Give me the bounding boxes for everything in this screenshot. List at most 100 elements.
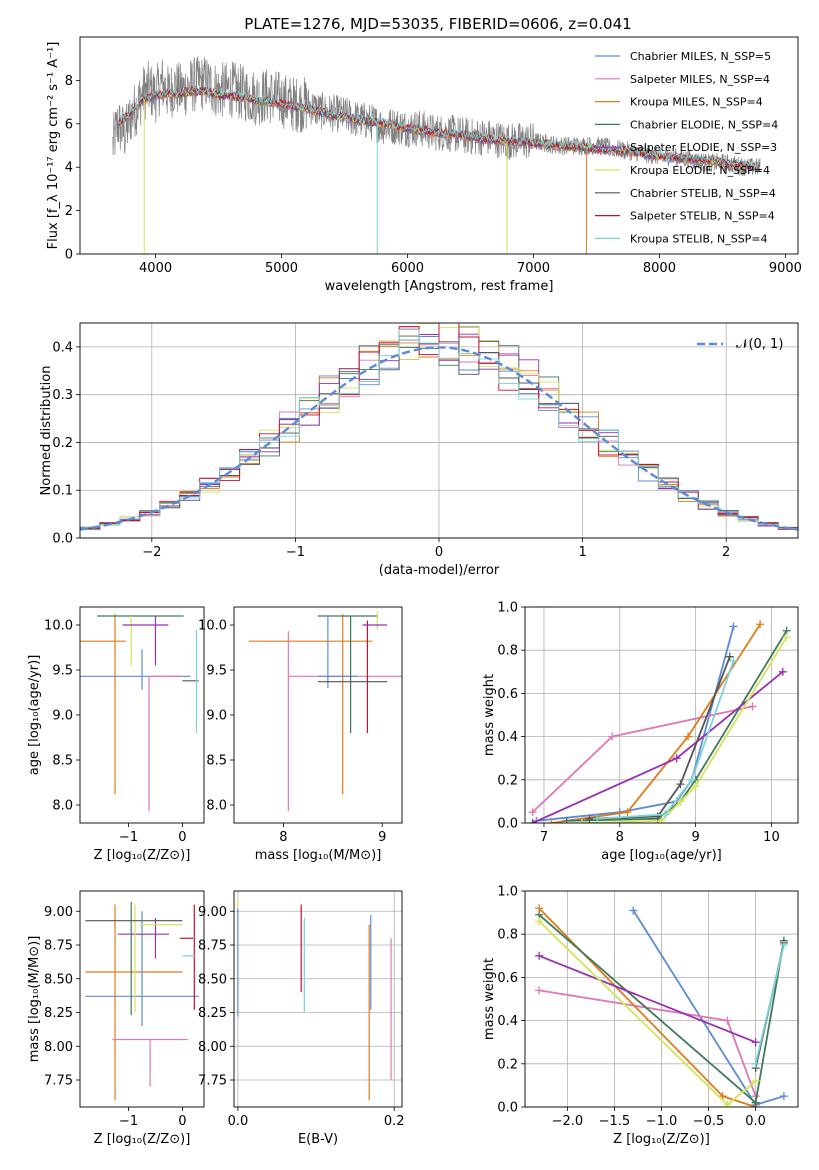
axes-frame [233, 890, 403, 1108]
y-tick-label: 0.4 [52, 340, 73, 355]
y-tick-label: 9.5 [52, 664, 73, 679]
x-tick-label: 0.0 [745, 1114, 766, 1129]
x-axis-label: Z [log₁₀(Z/Z⊙)] [613, 1132, 710, 1147]
legend-label: Salpeter MILES, N_SSP=4 [630, 73, 770, 86]
y-axis-label: mass weight [482, 674, 497, 756]
x-axis-label: E(B-V) [298, 1132, 338, 1147]
x-tick-label: 9 [691, 830, 699, 845]
x-tick-label: −0.5 [693, 1114, 725, 1129]
y-tick-label: 0.0 [497, 817, 518, 832]
y-tick-label: 8.0 [52, 799, 73, 814]
x-tick-label: 8 [616, 830, 624, 845]
y-tick-label: 0.6 [497, 971, 518, 986]
y-tick-label: 0.8 [497, 928, 518, 943]
plot-area [85, 901, 199, 1101]
x-tick-label: 0 [435, 545, 443, 560]
y-tick-label: 8.50 [44, 972, 73, 987]
weight-line [538, 954, 756, 1044]
x-axis-label: Z [log₁₀(Z/Z⊙)] [94, 1132, 191, 1147]
gaussian-curve [80, 346, 798, 531]
plot-area [112, 55, 761, 254]
y-tick-label: 0.6 [497, 687, 518, 702]
y-tick-label: 2 [65, 204, 73, 219]
axes-frame [79, 36, 799, 255]
y-tick-label: 0.2 [497, 1057, 518, 1072]
weight-marker [585, 814, 594, 823]
x-tick-label: 1 [578, 545, 586, 560]
y-tick-label: 0.8 [497, 644, 518, 659]
y-tick-label: 8.0 [206, 799, 227, 814]
y-tick-label: 7.75 [198, 1074, 227, 1089]
y-tick-label: 4 [65, 161, 73, 176]
weight-marker [629, 906, 638, 915]
y-tick-label: 8.75 [44, 939, 73, 954]
weight-marker [672, 754, 681, 763]
weight-line [596, 660, 735, 820]
y-axis-label: Normed distribution [39, 366, 54, 496]
weight-marker [729, 622, 738, 631]
y-tick-label: 8.25 [198, 1006, 227, 1021]
chart-massweight-vs-z: −2.0 −1.5 −1.0 −0.5 0.0 0.0 0.2 0.4 0.6 0.8 1.0 Z [… [482, 885, 799, 1147]
weight-marker [528, 819, 537, 823]
weight-marker [593, 814, 602, 823]
legend-label: Kroupa STELIB, N_SSP=4 [630, 232, 768, 245]
plot-area [248, 611, 402, 812]
legend-label: Chabrier ELODIE, N_SSP=4 [630, 118, 778, 131]
y-tick-label: 8.00 [44, 1040, 73, 1055]
axes-frame [524, 606, 799, 824]
legend-label: Kroupa MILES, N_SSP=4 [630, 96, 763, 109]
legend-label: Chabrier STELIB, N_SSP=4 [630, 187, 776, 200]
x-tick-label: −2 [142, 545, 161, 560]
x-axis-label: age [log₁₀(age/yr)] [601, 848, 722, 863]
y-tick-label: 8.00 [198, 1040, 227, 1055]
weight-marker [718, 1092, 727, 1101]
y-axis-label: mass [log₁₀(M/M⊙)] [27, 936, 42, 1063]
y-tick-label: 0.0 [52, 532, 73, 547]
legend-label: Kroupa ELODIE, N_SSP=4 [630, 164, 770, 177]
weight-marker [684, 732, 693, 741]
weight-marker [535, 951, 544, 960]
x-axis-label: Z [log₁₀(Z/Z⊙)] [94, 848, 191, 863]
y-tick-label: 9.5 [206, 664, 227, 679]
chart-mass-vs-ebv: 0.0 0.2 7.75 8.00 8.25 8.50 8.75 9.00 E(B-V) [198, 890, 405, 1147]
axes-frame [79, 890, 205, 1108]
x-tick-label: 4000 [139, 261, 172, 276]
residual-histogram [80, 323, 798, 530]
x-tick-label: −1.0 [646, 1114, 678, 1129]
weight-marker [778, 667, 787, 676]
model-spectrum-line [117, 86, 760, 170]
x-axis-label: mass [log₁₀(M/M⊙)] [255, 848, 382, 863]
plot-area [237, 897, 392, 1101]
y-tick-label: 0.4 [497, 730, 518, 745]
plot-area [80, 614, 199, 812]
y-tick-label: 8.75 [198, 939, 227, 954]
chart-mass-vs-z: −1 0 7.75 8.00 8.25 8.50 8.75 9.00 Z [log₁₀(Z/Z⊙… [27, 890, 205, 1147]
weight-marker [653, 812, 662, 821]
x-tick-label: −1 [286, 545, 305, 560]
chart-age-vs-z: −1 0 8.0 8.5 9.0 9.5 10.0 Z [log₁₀(Z/Z⊙)] age [l… [27, 606, 205, 863]
weight-marker [676, 780, 685, 789]
x-axis-label: wavelength [Angstrom, rest frame] [325, 279, 554, 294]
weight-marker [751, 1098, 760, 1107]
x-tick-label: 8000 [643, 261, 676, 276]
x-tick-label: 2 [722, 545, 730, 560]
x-tick-label: 5000 [265, 261, 298, 276]
y-tick-label: 0.2 [52, 436, 73, 451]
weight-marker [725, 652, 734, 661]
x-tick-label: 0.2 [384, 1114, 405, 1129]
weight-marker [751, 1059, 760, 1068]
legend-label: Salpeter ELODIE, N_SSP=3 [630, 141, 777, 154]
y-tick-label: 0.2 [497, 773, 518, 788]
weight-marker [779, 1092, 788, 1101]
weight-marker [535, 986, 544, 995]
y-axis-label: mass weight [482, 958, 497, 1040]
weight-marker [723, 1100, 732, 1107]
weight-marker [676, 797, 685, 806]
plot-area [535, 904, 788, 1107]
y-tick-label: 8.50 [198, 972, 227, 987]
weight-marker [547, 819, 556, 823]
legend-label: 𝒩(0, 1) [736, 337, 783, 352]
model-spectrum-line [117, 85, 761, 170]
axes-frame [79, 322, 799, 539]
